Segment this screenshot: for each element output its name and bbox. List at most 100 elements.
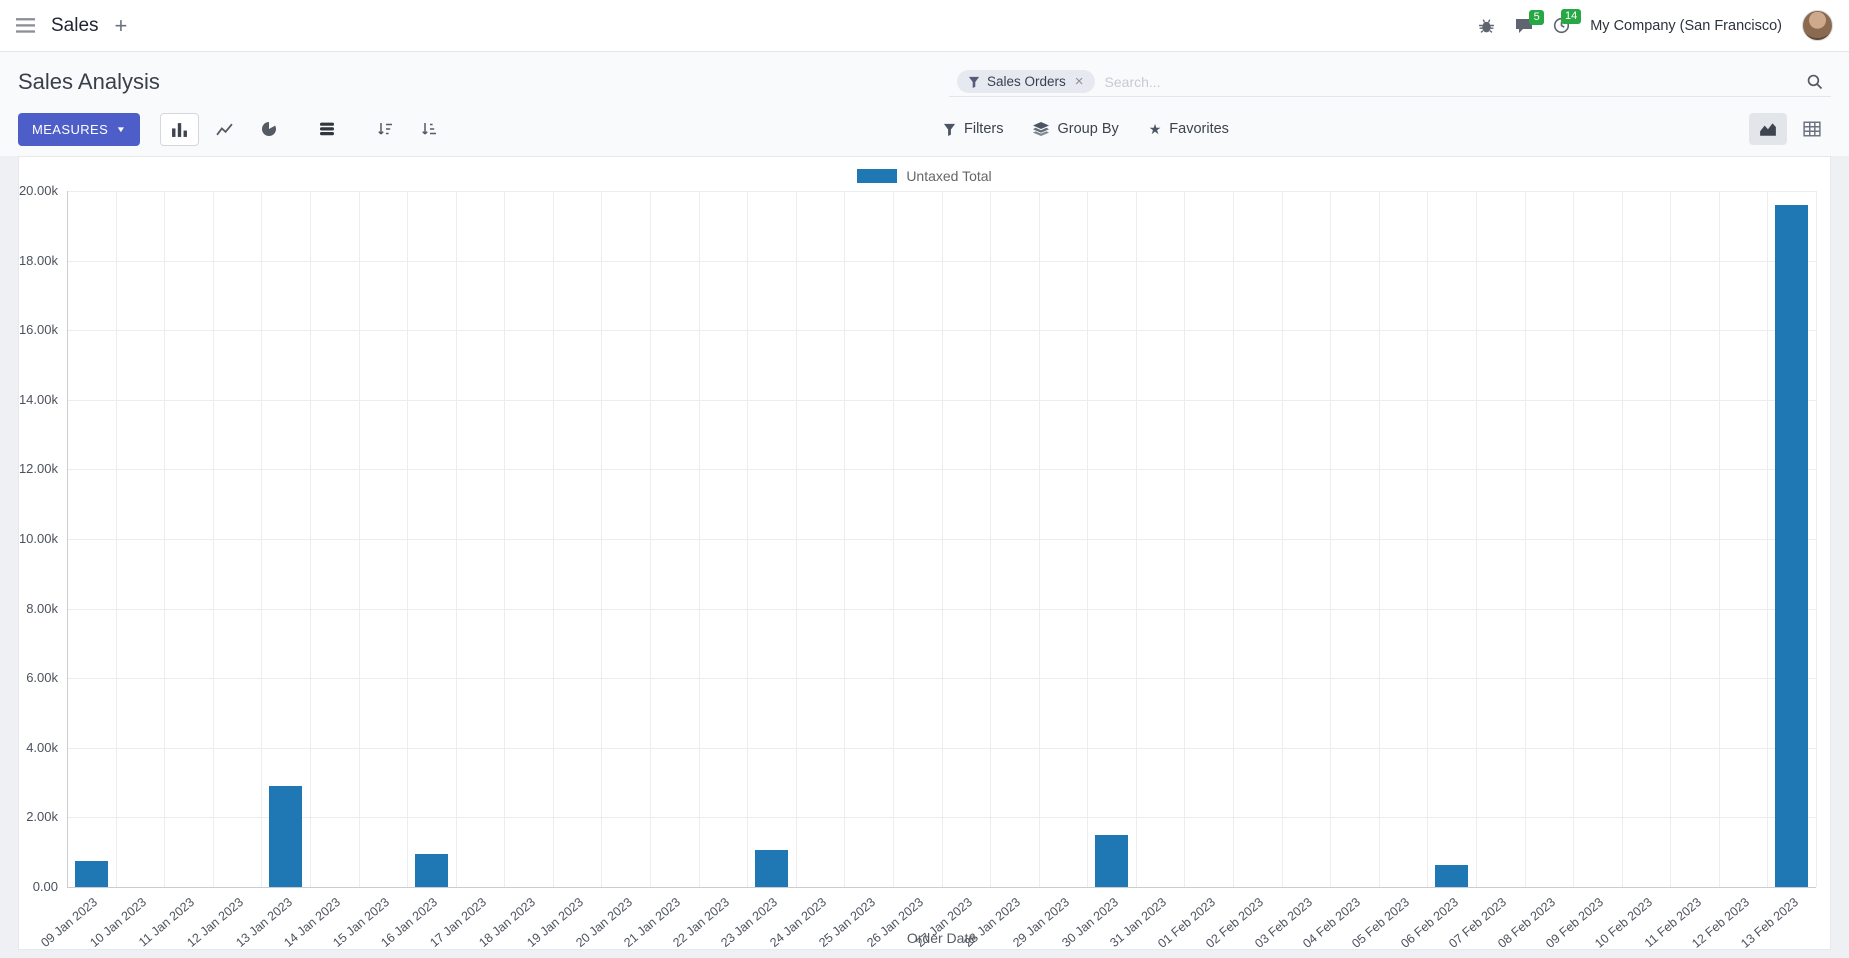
company-menu[interactable]: My Company (San Francisco) (1590, 17, 1782, 34)
graph-view-button[interactable] (1749, 113, 1787, 145)
filter-icon (968, 76, 980, 88)
plot-area: 09 Jan 2023 10 Jan 2023 11 Jan 2023 12 Jan … (39, 191, 1817, 949)
v-gridline (1670, 191, 1672, 887)
legend-color-box (857, 169, 898, 183)
pie-chart-mode-button[interactable] (250, 112, 288, 146)
layers-icon (1033, 122, 1050, 136)
v-gridline (1816, 191, 1817, 887)
favorites-label: Favorites (1169, 121, 1229, 137)
v-gridline (1573, 191, 1575, 887)
v-gridline (115, 191, 117, 887)
v-gridline (1767, 191, 1769, 887)
pie-chart-icon (261, 121, 277, 137)
y-axis-label: 12.00k (18, 461, 58, 477)
y-axis-label: 4.00k (26, 739, 58, 755)
v-gridline (698, 191, 700, 887)
y-axis-label: 10.00k (18, 531, 58, 546)
v-gridline (1475, 191, 1477, 887)
activities-button[interactable]: 14 (1553, 9, 1582, 34)
v-gridline (309, 191, 311, 887)
filters-icon (943, 123, 956, 136)
v-gridline (1718, 191, 1720, 887)
x-axis-title: Order Date (906, 930, 977, 946)
bug-icon (1478, 17, 1495, 34)
search-facet-sales-orders[interactable]: Sales Orders × (957, 70, 1095, 93)
activities-badge: 14 (1560, 9, 1582, 24)
v-gridline (1524, 191, 1526, 887)
v-gridline (747, 191, 749, 887)
y-axis-label: 6.00k (26, 670, 58, 686)
bar[interactable] (1775, 204, 1809, 887)
y-axis-label: 8.00k (26, 600, 58, 616)
y-axis-label: 2.00k (26, 809, 58, 825)
v-gridline (650, 191, 651, 887)
search-bar[interactable]: Sales Orders × (949, 67, 1831, 97)
v-gridline (1135, 191, 1137, 887)
messages-button[interactable]: 5 (1515, 9, 1545, 34)
user-avatar[interactable] (1802, 10, 1833, 41)
y-axis-label: 18.00k (18, 252, 58, 268)
h-gridline (67, 887, 1816, 888)
sort-ascending-button[interactable] (410, 113, 448, 145)
stacked-icon (319, 122, 335, 136)
plus-icon[interactable]: + (114, 12, 128, 38)
favorites-button[interactable]: ★ Favorites (1149, 121, 1229, 138)
v-gridline (455, 191, 457, 887)
graph-view-icon (1759, 121, 1777, 137)
facet-remove-icon[interactable]: × (1074, 73, 1084, 90)
v-gridline (552, 191, 554, 887)
apps-menu-button[interactable] (16, 18, 35, 33)
chart-legend[interactable]: Untaxed Total (19, 168, 1830, 184)
search-input[interactable] (1104, 73, 1796, 90)
bar[interactable] (74, 860, 108, 887)
sort-ascending-icon (421, 122, 437, 136)
v-gridline (1330, 191, 1332, 887)
y-axis-label: 14.00k (18, 391, 58, 407)
caret-down-icon: ▼ (115, 124, 127, 134)
control-panel: Sales Analysis Sales Orders × MEASURES ▼ (0, 52, 1849, 156)
stacked-toggle-button[interactable] (308, 113, 346, 145)
group-by-label: Group By (1057, 121, 1119, 137)
measures-label: MEASURES (32, 121, 109, 137)
legend-label: Untaxed Total (906, 168, 992, 184)
v-gridline (1427, 191, 1429, 887)
page-title: Sales Analysis (18, 69, 160, 94)
group-by-button[interactable]: Group By (1033, 121, 1119, 137)
pivot-view-icon (1803, 121, 1821, 137)
y-axis-label: 16.00k (18, 322, 58, 338)
pivot-view-button[interactable] (1793, 113, 1831, 145)
measures-button[interactable]: MEASURES ▼ (18, 112, 140, 146)
bar[interactable] (1095, 834, 1129, 887)
v-gridline (1378, 191, 1380, 887)
v-gridline (504, 191, 506, 887)
bar[interactable] (269, 786, 303, 887)
bar[interactable] (754, 850, 788, 887)
v-gridline (844, 191, 846, 887)
v-gridline (358, 191, 360, 887)
v-gridline (1621, 191, 1623, 887)
line-chart-icon (215, 122, 233, 137)
v-gridline (1038, 191, 1040, 887)
app-name[interactable]: Sales (51, 14, 99, 36)
filters-button[interactable]: Filters (943, 121, 1003, 137)
chat-icon (1515, 18, 1533, 34)
v-gridline (795, 191, 797, 887)
sort-descending-button[interactable] (366, 113, 404, 145)
bar-chart-mode-button[interactable] (159, 112, 199, 146)
v-gridline (892, 191, 894, 887)
search-icon[interactable] (1806, 73, 1823, 90)
v-gridline (990, 191, 992, 887)
y-axis: 0.00 2.00k 4.00k 6.00k 8.00k 10.00k 12.00k 14.0… (18, 183, 62, 894)
debug-bug-button[interactable] (1478, 17, 1495, 34)
bar[interactable] (414, 853, 448, 887)
bar[interactable] (1435, 865, 1469, 887)
sort-descending-icon (377, 122, 393, 136)
v-gridline (601, 191, 603, 887)
y-axis-label: 0.00 (32, 879, 58, 894)
v-gridline (1233, 191, 1234, 887)
v-gridline (67, 191, 68, 887)
y-axis-label: 20.00k (18, 183, 58, 198)
top-navbar: Sales + 5 14 My Company (San Francisco) (0, 0, 1849, 52)
line-chart-mode-button[interactable] (205, 113, 244, 146)
v-gridline (261, 191, 263, 887)
